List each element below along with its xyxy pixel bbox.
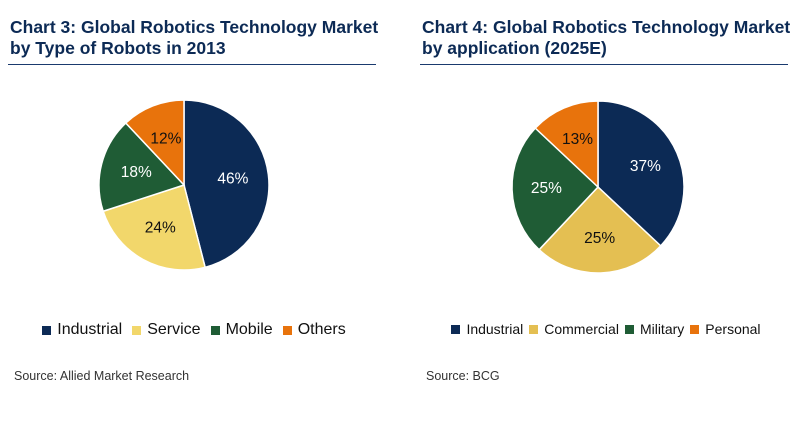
slice-value-label: 25% bbox=[531, 180, 562, 197]
pie-slice-industrial bbox=[597, 100, 685, 247]
chart-panel-2: Chart 4: Global Robotics Technology Mark… bbox=[420, 0, 792, 422]
legend-swatch bbox=[210, 325, 220, 335]
legend-label: Commercial bbox=[544, 321, 619, 337]
legend-item: Personal bbox=[690, 321, 761, 337]
title-divider bbox=[8, 64, 376, 65]
chart-source: Source: Allied Market Research bbox=[14, 369, 190, 383]
legend-label: Mobile bbox=[225, 321, 273, 338]
legend-swatch bbox=[624, 324, 634, 334]
legend-item: Industrial bbox=[451, 321, 523, 337]
title-divider bbox=[420, 64, 788, 65]
pie-slice-service bbox=[102, 184, 207, 271]
legend-label: Industrial bbox=[57, 321, 123, 338]
legend-swatch bbox=[42, 325, 52, 335]
pie-chart: 46% 24% 18% 12% bbox=[98, 99, 270, 271]
slice-value-label: 25% bbox=[584, 230, 615, 247]
legend-swatch bbox=[451, 324, 461, 334]
chart-source: Source: BCG bbox=[426, 369, 500, 383]
legend-label: Industrial bbox=[466, 321, 524, 337]
pie-slice-mobile bbox=[98, 121, 186, 213]
legend-item: Others bbox=[282, 321, 346, 339]
slice-value-label: 13% bbox=[562, 131, 593, 148]
chart-panel-1: Chart 3: Global Robotics Technology Mark… bbox=[8, 0, 380, 422]
slice-value-label: 12% bbox=[150, 131, 181, 148]
legend-swatch bbox=[529, 324, 539, 334]
legend-item: Industrial bbox=[42, 321, 122, 339]
slice-value-label: 46% bbox=[217, 170, 248, 187]
legend-swatch bbox=[282, 325, 292, 335]
legend-label: Service bbox=[147, 321, 201, 338]
pie-slice-personal bbox=[534, 100, 599, 189]
legend-item: Service bbox=[132, 321, 201, 339]
chart-legend: Industrial Commercial Military Personal bbox=[420, 321, 792, 337]
pie-chart: 37% 25% 25% 13% bbox=[511, 100, 685, 274]
legend-label: Personal bbox=[705, 321, 761, 337]
pie-slice-others bbox=[124, 99, 185, 187]
legend-swatch bbox=[690, 324, 700, 334]
legend-swatch bbox=[132, 325, 142, 335]
chart-title: Chart 4: Global Robotics Technology Mark… bbox=[422, 17, 791, 58]
slice-value-label: 18% bbox=[121, 164, 152, 181]
legend-item: Mobile bbox=[210, 321, 273, 339]
legend-item: Military bbox=[624, 321, 685, 337]
legend-label: Others bbox=[297, 321, 346, 338]
legend-label: Military bbox=[639, 321, 685, 337]
slice-value-label: 37% bbox=[630, 158, 661, 175]
pie-slice-military bbox=[511, 127, 600, 251]
chart-title: Chart 3: Global Robotics Technology Mark… bbox=[10, 17, 379, 58]
slice-value-label: 24% bbox=[145, 220, 176, 237]
pie-slice-commercial bbox=[538, 185, 662, 274]
pie-slice-industrial bbox=[183, 99, 270, 269]
legend-item: Commercial bbox=[529, 321, 619, 337]
chart-legend: Industrial Service Mobile Others bbox=[8, 321, 380, 339]
